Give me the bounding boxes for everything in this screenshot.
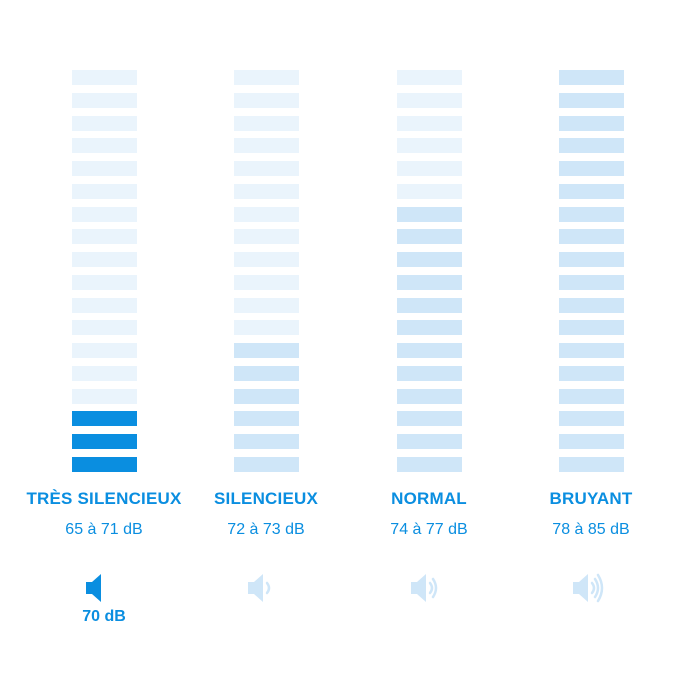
meter-segment xyxy=(234,138,299,154)
meter-segment xyxy=(234,434,299,449)
meter-segment xyxy=(397,365,462,381)
level-meter xyxy=(559,70,624,480)
meter-segment xyxy=(559,229,624,245)
meter-segment xyxy=(72,343,137,358)
meter-segment xyxy=(397,229,462,245)
decibel-range: 72 à 73 dB xyxy=(227,521,305,538)
meter-segment xyxy=(397,434,462,449)
meter-segment xyxy=(234,183,299,199)
meter-segment xyxy=(234,92,299,108)
meter-segment xyxy=(397,411,462,427)
meter-segment xyxy=(72,70,137,85)
meter-segment xyxy=(72,115,137,131)
meter-segment xyxy=(397,388,462,404)
level-meter xyxy=(72,70,137,480)
level-meter xyxy=(234,70,299,480)
speaker-2-waves-icon xyxy=(349,570,509,611)
meter-segment xyxy=(72,252,137,267)
meter-segment xyxy=(72,297,137,313)
meter-segment xyxy=(397,320,462,336)
noise-level-column-silencieux: SILENCIEUX 72 à 73 dB xyxy=(186,0,346,700)
noise-level-column-bruyant: BRUYANT 78 à 85 dB xyxy=(511,0,671,700)
meter-segment xyxy=(559,297,624,313)
meter-segment xyxy=(72,274,137,290)
meter-segment xyxy=(559,115,624,131)
meter-segment xyxy=(72,229,137,245)
meter-segment xyxy=(234,343,299,358)
meter-segment xyxy=(397,138,462,154)
noise-category-label: TRÈS SILENCIEUX xyxy=(26,489,182,508)
decibel-range: 74 à 77 dB xyxy=(390,521,468,538)
meter-segment xyxy=(559,183,624,199)
meter-segment xyxy=(234,411,299,427)
meter-segment xyxy=(559,92,624,108)
meter-segment xyxy=(234,115,299,131)
meter-segment xyxy=(72,92,137,108)
meter-segment xyxy=(397,92,462,108)
meter-segment xyxy=(397,161,462,176)
speaker-0-waves-icon xyxy=(24,570,184,611)
meter-segment xyxy=(559,70,624,85)
meter-segment xyxy=(72,161,137,176)
meter-segment xyxy=(72,456,137,472)
meter-segment xyxy=(559,343,624,358)
meter-segment xyxy=(397,206,462,222)
meter-segment xyxy=(559,252,624,267)
noise-level-column-normal: NORMAL 74 à 77 dB xyxy=(349,0,509,700)
noise-category-label: NORMAL xyxy=(391,489,467,508)
meter-segment xyxy=(397,456,462,472)
meter-segment xyxy=(234,320,299,336)
meter-segment xyxy=(234,70,299,85)
decibel-range: 65 à 71 dB xyxy=(65,521,143,538)
meter-segment xyxy=(234,388,299,404)
meter-segment xyxy=(559,456,624,472)
noise-level-column-tres-silencieux: TRÈS SILENCIEUX 65 à 71 dB 70 dB xyxy=(24,0,184,700)
meter-segment xyxy=(72,434,137,449)
meter-segment xyxy=(397,252,462,267)
meter-segment xyxy=(234,161,299,176)
meter-segment xyxy=(234,229,299,245)
speaker-3-waves-icon xyxy=(511,570,671,611)
decibel-range: 78 à 85 dB xyxy=(552,521,630,538)
meter-segment xyxy=(72,183,137,199)
meter-segment xyxy=(397,115,462,131)
noise-category-label: SILENCIEUX xyxy=(213,489,319,508)
meter-segment xyxy=(234,274,299,290)
meter-segment xyxy=(234,297,299,313)
meter-segment xyxy=(559,161,624,176)
meter-segment xyxy=(559,388,624,404)
meter-segment xyxy=(559,320,624,336)
meter-segment xyxy=(72,365,137,381)
meter-segment xyxy=(234,252,299,267)
level-meter xyxy=(397,70,462,480)
meter-segment xyxy=(234,456,299,472)
meter-segment xyxy=(72,206,137,222)
meter-segment xyxy=(559,434,624,449)
meter-segment xyxy=(559,365,624,381)
noise-category-label: BRUYANT xyxy=(549,489,633,508)
meter-segment xyxy=(559,274,624,290)
meter-segment xyxy=(397,274,462,290)
meter-segment xyxy=(397,70,462,85)
meter-segment xyxy=(234,365,299,381)
meter-segment xyxy=(72,320,137,336)
meter-segment xyxy=(397,343,462,358)
meter-segment xyxy=(234,206,299,222)
current-decibel-value: 70 dB xyxy=(82,608,126,625)
meter-segment xyxy=(72,411,137,427)
meter-segment xyxy=(72,138,137,154)
meter-segment xyxy=(559,138,624,154)
meter-segment xyxy=(559,411,624,427)
meter-segment xyxy=(72,388,137,404)
meter-segment xyxy=(397,297,462,313)
meter-segment xyxy=(559,206,624,222)
speaker-1-wave-icon xyxy=(186,570,346,611)
meter-segment xyxy=(397,183,462,199)
